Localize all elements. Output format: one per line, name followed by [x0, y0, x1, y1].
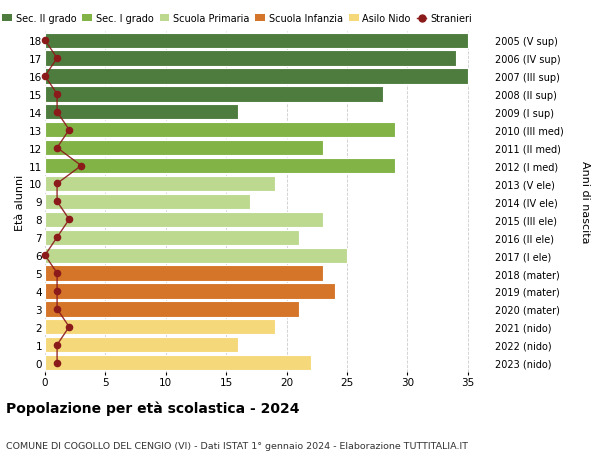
Point	[52, 306, 62, 313]
Bar	[45, 248, 347, 263]
Point	[52, 55, 62, 62]
Bar	[45, 159, 395, 174]
Bar	[45, 87, 383, 102]
Bar	[45, 319, 275, 335]
Y-axis label: Età alunni: Età alunni	[15, 174, 25, 230]
Point	[40, 37, 50, 45]
Bar	[45, 34, 468, 49]
Bar	[45, 355, 311, 370]
Bar	[45, 69, 468, 84]
Bar	[45, 302, 299, 317]
Y-axis label: Anni di nascita: Anni di nascita	[580, 161, 590, 243]
Bar	[45, 212, 323, 227]
Point	[52, 341, 62, 349]
Bar	[45, 266, 323, 281]
Bar	[45, 123, 395, 138]
Point	[40, 73, 50, 80]
Point	[52, 180, 62, 188]
Point	[52, 145, 62, 152]
Point	[64, 324, 74, 331]
Point	[52, 109, 62, 116]
Point	[52, 198, 62, 206]
Bar	[45, 141, 323, 156]
Bar	[45, 51, 456, 67]
Point	[52, 288, 62, 295]
Bar	[45, 284, 335, 299]
Point	[64, 127, 74, 134]
Bar	[45, 176, 275, 192]
Point	[52, 91, 62, 98]
Text: COMUNE DI COGOLLO DEL CENGIO (VI) - Dati ISTAT 1° gennaio 2024 - Elaborazione TU: COMUNE DI COGOLLO DEL CENGIO (VI) - Dati…	[6, 441, 468, 450]
Point	[52, 234, 62, 241]
Bar	[45, 230, 299, 245]
Bar	[45, 194, 250, 210]
Point	[52, 359, 62, 367]
Point	[64, 216, 74, 224]
Point	[76, 162, 86, 170]
Point	[40, 252, 50, 259]
Legend: Sec. II grado, Sec. I grado, Scuola Primaria, Scuola Infanzia, Asilo Nido, Stran: Sec. II grado, Sec. I grado, Scuola Prim…	[2, 14, 472, 24]
Text: Popolazione per età scolastica - 2024: Popolazione per età scolastica - 2024	[6, 401, 299, 415]
Bar	[45, 337, 238, 353]
Point	[52, 270, 62, 277]
Bar	[45, 105, 238, 120]
